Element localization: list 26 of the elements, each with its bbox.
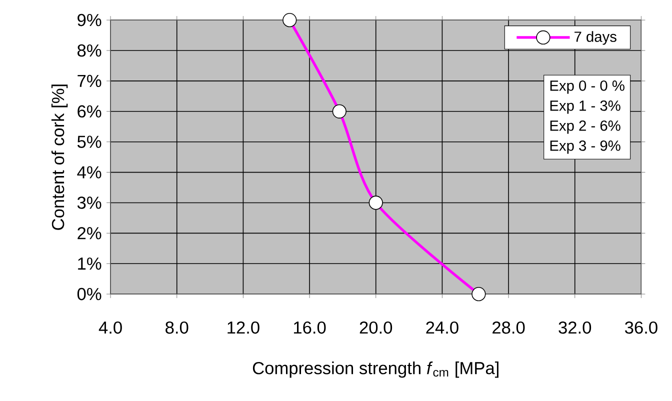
x-tick-label: 28.0: [492, 321, 525, 334]
x-tick-label: 16.0: [294, 321, 326, 334]
y-tick-label: 8%: [78, 44, 102, 57]
y-axis-title: Content of cork [%]: [51, 84, 68, 230]
annotation: Exp 1 - 3%: [550, 100, 620, 114]
legend-label: 7 days: [574, 31, 616, 45]
x-tick-label: 20.0: [360, 321, 392, 334]
x-tick-label: 8.0: [166, 321, 188, 334]
annotation: Exp 3 - 9%: [550, 140, 620, 154]
y-tick-label: 1%: [78, 258, 102, 270]
y-tick-label: 3%: [77, 196, 102, 209]
y-tick-label: 4%: [77, 166, 102, 178]
x-tick-label: 36.0: [625, 321, 658, 334]
y-tick-label: 6%: [78, 105, 102, 118]
x-tick-label: 4.0: [98, 321, 122, 334]
y-tick-label: 5%: [77, 136, 102, 148]
x-tick-label: 24.0: [426, 321, 458, 334]
x-axis-title: Compression strength f$_{cm}$ [MPa]: [252, 362, 498, 378]
annotation: Exp 2 - 6%: [550, 120, 620, 134]
x-tick-label: 12.0: [228, 321, 260, 334]
annotation: Exp 0 - 0 %: [550, 80, 624, 94]
y-tick-label: 2%: [78, 227, 102, 240]
x-tick-label: 32.0: [558, 321, 592, 334]
y-tick-label: 7%: [78, 74, 102, 88]
y-tick-label: 0%: [77, 288, 102, 300]
y-tick-label: 9%: [78, 14, 102, 26]
